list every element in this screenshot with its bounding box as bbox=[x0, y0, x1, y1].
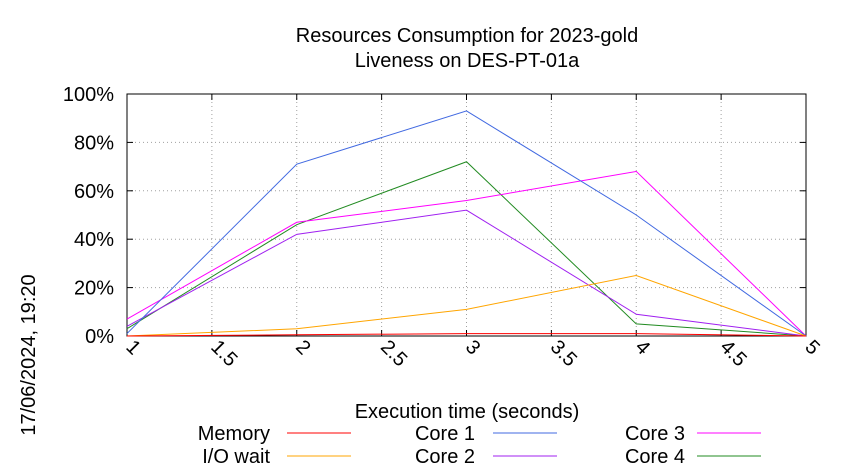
axes bbox=[126, 93, 807, 337]
legend-label: Core 2 bbox=[415, 446, 475, 468]
legend-item: Memory bbox=[198, 423, 351, 445]
series-line-core-4 bbox=[126, 161, 807, 337]
legend-item: Core 3 bbox=[625, 423, 761, 445]
x-tick-labels: 1 1.5 2 2.5 3 3.5 4 4.5 5 bbox=[121, 336, 823, 371]
x-tick-label: 2 bbox=[291, 336, 314, 359]
series-line-core-2 bbox=[126, 209, 807, 337]
series-lines bbox=[126, 110, 807, 337]
series-line-core-1 bbox=[126, 110, 807, 337]
legend-label: Core 4 bbox=[625, 446, 685, 468]
y-tick-label: 40% bbox=[74, 229, 114, 251]
x-tick-label: 5 bbox=[800, 336, 823, 359]
x-tick-label: 4 bbox=[631, 336, 654, 359]
y-tick-label: 0% bbox=[85, 326, 114, 348]
y-tick-labels: 0% 20% 40% 60% 80% 100% bbox=[63, 84, 114, 348]
x-axis-label: Execution time (seconds) bbox=[355, 401, 580, 423]
series-line-memory bbox=[126, 333, 807, 337]
chart-subtitle: Liveness on DES-PT-01a bbox=[355, 50, 580, 72]
chart-title: Resources Consumption for 2023-gold bbox=[296, 25, 638, 47]
legend-item: Core 4 bbox=[625, 446, 761, 468]
series-line-i-o-wait bbox=[126, 274, 807, 337]
y-tick-label: 60% bbox=[74, 181, 114, 203]
x-tick-label: 1 bbox=[121, 336, 144, 359]
legend-item: Core 1 bbox=[415, 423, 557, 445]
x-tick-label: 2.5 bbox=[376, 336, 411, 371]
legend-label: I/O wait bbox=[202, 446, 270, 468]
x-tick-label: 3.5 bbox=[546, 336, 581, 371]
legend-item: I/O wait bbox=[202, 446, 351, 468]
x-tick-label: 4.5 bbox=[716, 336, 751, 371]
legend-label: Core 3 bbox=[625, 423, 685, 445]
legend-item: Core 2 bbox=[415, 446, 557, 468]
legend-label: Core 1 bbox=[415, 423, 475, 445]
x-tick-label: 1.5 bbox=[206, 336, 241, 371]
series-line-core-3 bbox=[126, 170, 807, 337]
x-tick-label: 3 bbox=[461, 336, 484, 359]
legend-label: Memory bbox=[198, 423, 270, 445]
y-tick-label: 20% bbox=[74, 278, 114, 300]
y-tick-label: 80% bbox=[74, 132, 114, 154]
y-tick-label: 100% bbox=[63, 84, 114, 106]
side-timestamp-label: 17/06/2024, 19:20 bbox=[18, 274, 40, 435]
